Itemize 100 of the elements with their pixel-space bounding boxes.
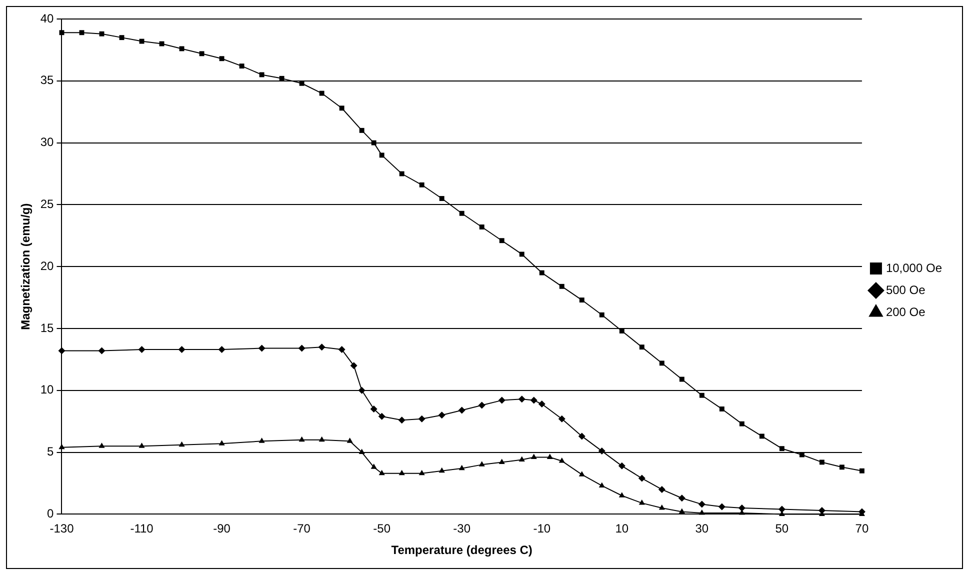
point	[678, 494, 686, 502]
point	[370, 464, 377, 469]
point	[599, 312, 604, 318]
point	[619, 328, 624, 334]
point	[718, 503, 726, 510]
point	[698, 500, 706, 508]
point	[378, 470, 385, 476]
point	[298, 344, 306, 352]
x-tick-label: 10	[615, 522, 629, 536]
point	[371, 140, 376, 146]
point	[559, 284, 564, 289]
point	[538, 400, 546, 408]
point	[578, 471, 585, 476]
point	[499, 238, 504, 244]
point	[338, 346, 346, 354]
point	[558, 457, 565, 463]
point	[658, 486, 666, 493]
point	[719, 406, 724, 412]
point	[439, 196, 444, 201]
point	[638, 474, 646, 482]
point	[258, 438, 265, 443]
point	[518, 396, 526, 403]
point	[479, 224, 484, 230]
x-tick-label: 70	[855, 522, 869, 536]
point	[318, 436, 325, 442]
point	[639, 344, 644, 350]
point	[298, 436, 305, 442]
point	[239, 64, 244, 69]
point	[530, 396, 538, 404]
point	[478, 461, 485, 466]
x-tick-label: -110	[130, 522, 154, 536]
legend-label: 10,000 Oe	[886, 260, 942, 275]
point	[138, 346, 146, 354]
x-tick-label: -70	[293, 522, 311, 536]
y-tick-label: 0	[47, 506, 54, 521]
point	[59, 30, 64, 36]
point	[378, 412, 386, 420]
point	[539, 270, 544, 276]
point	[738, 504, 746, 512]
y-tick-label: 25	[40, 197, 54, 212]
point	[319, 90, 324, 96]
point	[739, 421, 744, 426]
point	[530, 454, 537, 459]
y-tick-label: 40	[40, 11, 54, 26]
x-tick-label: -50	[373, 522, 391, 536]
point	[579, 298, 584, 302]
x-tick-label: -30	[453, 522, 471, 536]
x-tick-label: -90	[213, 522, 231, 536]
point	[318, 344, 326, 351]
point	[698, 509, 705, 515]
point	[598, 448, 606, 455]
point	[119, 35, 124, 40]
point	[839, 464, 844, 470]
point	[546, 454, 553, 459]
point	[179, 46, 184, 52]
point	[658, 504, 665, 510]
y-tick-label: 5	[47, 444, 54, 459]
point	[558, 415, 566, 422]
point	[478, 402, 486, 409]
point	[359, 128, 364, 133]
x-tick-label: -10	[533, 522, 551, 536]
point	[699, 392, 704, 398]
point	[58, 444, 65, 450]
point	[778, 506, 786, 513]
point	[98, 347, 106, 354]
point	[218, 440, 225, 446]
point	[578, 432, 586, 440]
point	[398, 416, 406, 424]
point	[659, 360, 664, 366]
point	[598, 482, 605, 488]
point	[218, 346, 226, 354]
point	[458, 406, 466, 414]
point	[859, 468, 864, 474]
point	[818, 506, 826, 514]
point	[438, 467, 445, 473]
y-axis-title: Magnetization (emu/g)	[18, 203, 33, 330]
x-tick-label: 30	[695, 522, 709, 536]
point	[498, 458, 505, 464]
point	[358, 386, 366, 394]
y-tick-label: 10	[40, 382, 54, 397]
point	[279, 76, 284, 81]
point	[418, 470, 425, 476]
point	[498, 396, 506, 404]
point	[418, 415, 426, 422]
point	[199, 51, 204, 56]
y-tick-label: 15	[40, 320, 54, 335]
point	[519, 252, 524, 257]
point	[350, 362, 358, 370]
point	[178, 441, 185, 447]
point	[339, 106, 344, 111]
point	[779, 446, 784, 452]
point	[98, 442, 105, 448]
point	[459, 210, 464, 216]
point	[518, 456, 525, 462]
point	[679, 376, 684, 382]
legend-label: 200 Oe	[886, 304, 926, 319]
y-tick-label: 35	[40, 73, 54, 88]
point	[178, 346, 186, 354]
point	[99, 31, 104, 36]
y-tick-label: 30	[40, 135, 54, 150]
